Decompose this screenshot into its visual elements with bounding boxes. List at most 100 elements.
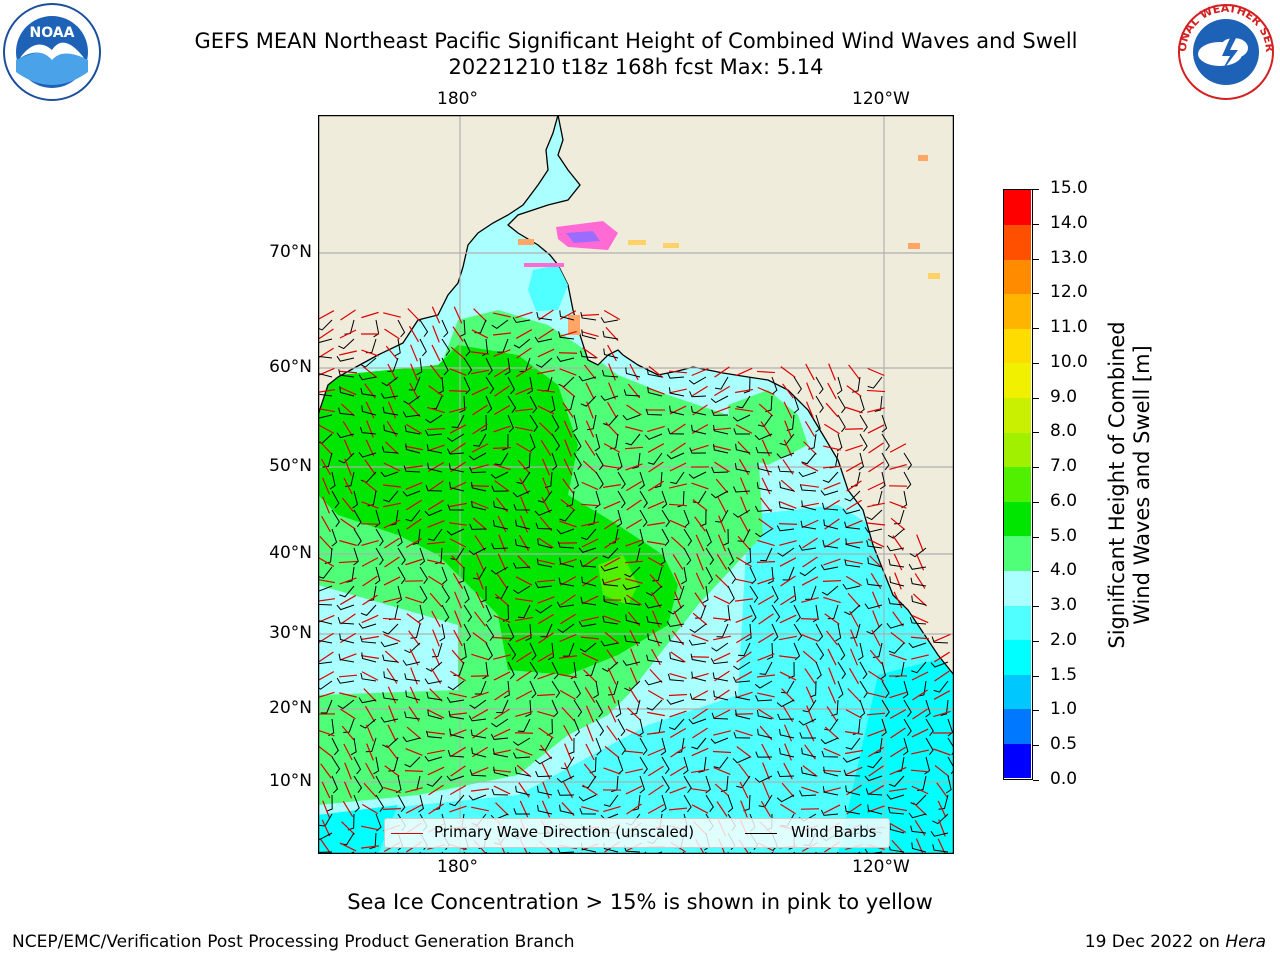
wave-direction-arrow xyxy=(911,749,929,755)
wave-direction-arrow xyxy=(450,346,466,360)
footer-date: 19 Dec 2022 on Hera xyxy=(1085,932,1266,952)
colorbar-label: Significant Height of Combined Wind Wave… xyxy=(1105,255,1155,715)
wave-direction-arrow xyxy=(338,674,358,678)
wind-barb xyxy=(625,433,641,446)
wave-direction-arrow xyxy=(867,367,885,377)
wave-direction-arrow xyxy=(716,801,728,817)
wind-barb xyxy=(600,317,619,324)
wave-direction-arrow xyxy=(405,748,423,756)
wind-barb xyxy=(800,767,817,777)
wave-direction-arrow xyxy=(537,710,555,718)
wind-barb xyxy=(776,699,795,708)
colorbar-tick-mark xyxy=(1033,328,1039,330)
wind-barb xyxy=(471,500,487,511)
wind-barb xyxy=(603,794,619,807)
wind-barb xyxy=(437,376,444,395)
wind-barb xyxy=(776,794,795,803)
wave-direction-arrow xyxy=(779,501,797,509)
wind-barb xyxy=(562,642,575,657)
wind-barb xyxy=(711,466,729,474)
wind-barb xyxy=(448,710,465,720)
wind-barb xyxy=(470,481,487,492)
wind-barb xyxy=(595,490,601,509)
wind-barb xyxy=(608,680,619,696)
wave-direction-arrow xyxy=(318,328,334,340)
wind-barb xyxy=(424,678,443,685)
colorbar-tick-mark xyxy=(1033,293,1039,295)
wave-direction-arrow xyxy=(344,458,352,476)
wind-barb xyxy=(874,737,883,754)
wind-barb xyxy=(710,395,729,404)
wind-barb xyxy=(514,539,531,549)
wind-barb xyxy=(639,775,646,794)
wind-barb xyxy=(425,484,443,492)
wave-direction-arrow xyxy=(780,479,796,493)
wind-barb xyxy=(381,376,399,387)
wave-direction-arrow xyxy=(889,788,907,792)
wind-barb xyxy=(405,443,421,454)
wave-direction-arrow xyxy=(582,575,598,587)
wind-barb xyxy=(424,755,443,762)
wave-direction-arrow xyxy=(582,460,598,474)
wave-direction-arrow xyxy=(718,515,726,533)
wave-direction-arrow xyxy=(515,710,533,718)
wave-direction-arrow xyxy=(344,762,352,780)
wind-barb xyxy=(743,376,751,394)
wind-barb xyxy=(646,654,663,663)
wind-barb xyxy=(463,585,470,604)
wind-barb xyxy=(580,596,597,606)
wave-direction-arrow xyxy=(824,613,840,625)
wind-barb xyxy=(331,509,340,527)
wave-direction-arrow xyxy=(912,708,928,720)
wave-direction-arrow xyxy=(383,633,401,643)
wave-direction-arrow xyxy=(449,784,467,796)
colorbar-band xyxy=(1004,743,1031,779)
wind-barb xyxy=(881,414,888,433)
wave-direction-arrow xyxy=(692,404,708,416)
colorbar-tick-label: 11.0 xyxy=(1050,317,1088,338)
wind-barb xyxy=(617,718,626,737)
wave-direction-arrow xyxy=(647,731,665,735)
wave-direction-arrow xyxy=(560,499,576,511)
wave-direction-arrow xyxy=(410,667,418,685)
wave-direction-arrow xyxy=(581,616,599,622)
wind-barb xyxy=(491,319,509,330)
wave-direction-arrow xyxy=(338,560,358,564)
wave-direction-arrow xyxy=(339,842,357,852)
wave-direction-arrow xyxy=(537,651,555,663)
wind-barb xyxy=(540,623,553,638)
wave-direction-arrow xyxy=(691,747,709,757)
wind-barb xyxy=(468,547,487,556)
wind-barb xyxy=(441,585,451,603)
wind-barb xyxy=(700,509,707,527)
wind-barb xyxy=(736,395,751,409)
wind-barb xyxy=(353,775,363,793)
wind-barb xyxy=(337,617,355,625)
wind-barb xyxy=(525,623,532,641)
wave-direction-arrow xyxy=(362,365,378,379)
wind-barb xyxy=(670,471,685,485)
wave-direction-arrow xyxy=(383,597,401,603)
wind-barb xyxy=(910,825,927,834)
wave-direction-arrow xyxy=(625,768,643,774)
wind-barb xyxy=(512,317,531,324)
wave-direction-arrow xyxy=(850,629,858,647)
wind-barb xyxy=(469,466,487,474)
wind-barb xyxy=(844,604,861,616)
wind-barb xyxy=(866,540,883,549)
wave-direction-arrow xyxy=(321,819,331,837)
wind-barb xyxy=(644,679,663,686)
wind-barb xyxy=(893,509,905,525)
wave-direction-arrow xyxy=(515,426,533,432)
wave-direction-arrow xyxy=(889,691,907,699)
wind-barb xyxy=(705,794,714,813)
wave-direction-arrow xyxy=(471,369,489,375)
wind-barb xyxy=(668,718,685,731)
wave-zone-5m xyxy=(598,555,638,605)
wind-barb xyxy=(858,452,865,471)
wind-barb xyxy=(427,709,443,720)
wind-barb xyxy=(800,520,817,530)
wave-direction-arrow xyxy=(382,617,402,621)
wind-barb xyxy=(469,769,487,777)
wave-direction-arrow xyxy=(494,385,510,397)
